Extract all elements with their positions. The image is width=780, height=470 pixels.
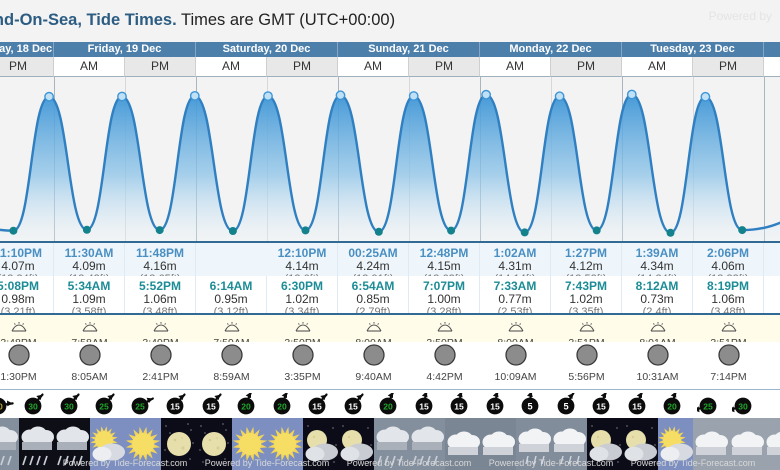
- svg-text:15: 15: [348, 402, 358, 412]
- svg-text:30: 30: [738, 402, 748, 412]
- svg-text:25: 25: [99, 402, 109, 412]
- svg-text:20: 20: [383, 402, 393, 412]
- svg-text:15: 15: [596, 402, 606, 412]
- svg-text:20: 20: [277, 402, 287, 412]
- svg-text:20: 20: [667, 402, 677, 412]
- svg-text:10: 10: [0, 402, 3, 412]
- svg-text:25: 25: [135, 402, 145, 412]
- svg-text:5: 5: [563, 402, 568, 412]
- svg-text:5: 5: [528, 402, 533, 412]
- svg-text:20: 20: [241, 402, 251, 412]
- svg-text:15: 15: [206, 402, 216, 412]
- svg-text:15: 15: [419, 402, 429, 412]
- svg-text:15: 15: [490, 402, 500, 412]
- svg-text:25: 25: [703, 402, 713, 412]
- svg-text:15: 15: [170, 402, 180, 412]
- svg-text:15: 15: [312, 402, 322, 412]
- svg-text:15: 15: [454, 402, 464, 412]
- svg-text:30: 30: [64, 402, 74, 412]
- svg-text:15: 15: [632, 402, 642, 412]
- svg-text:30: 30: [28, 402, 38, 412]
